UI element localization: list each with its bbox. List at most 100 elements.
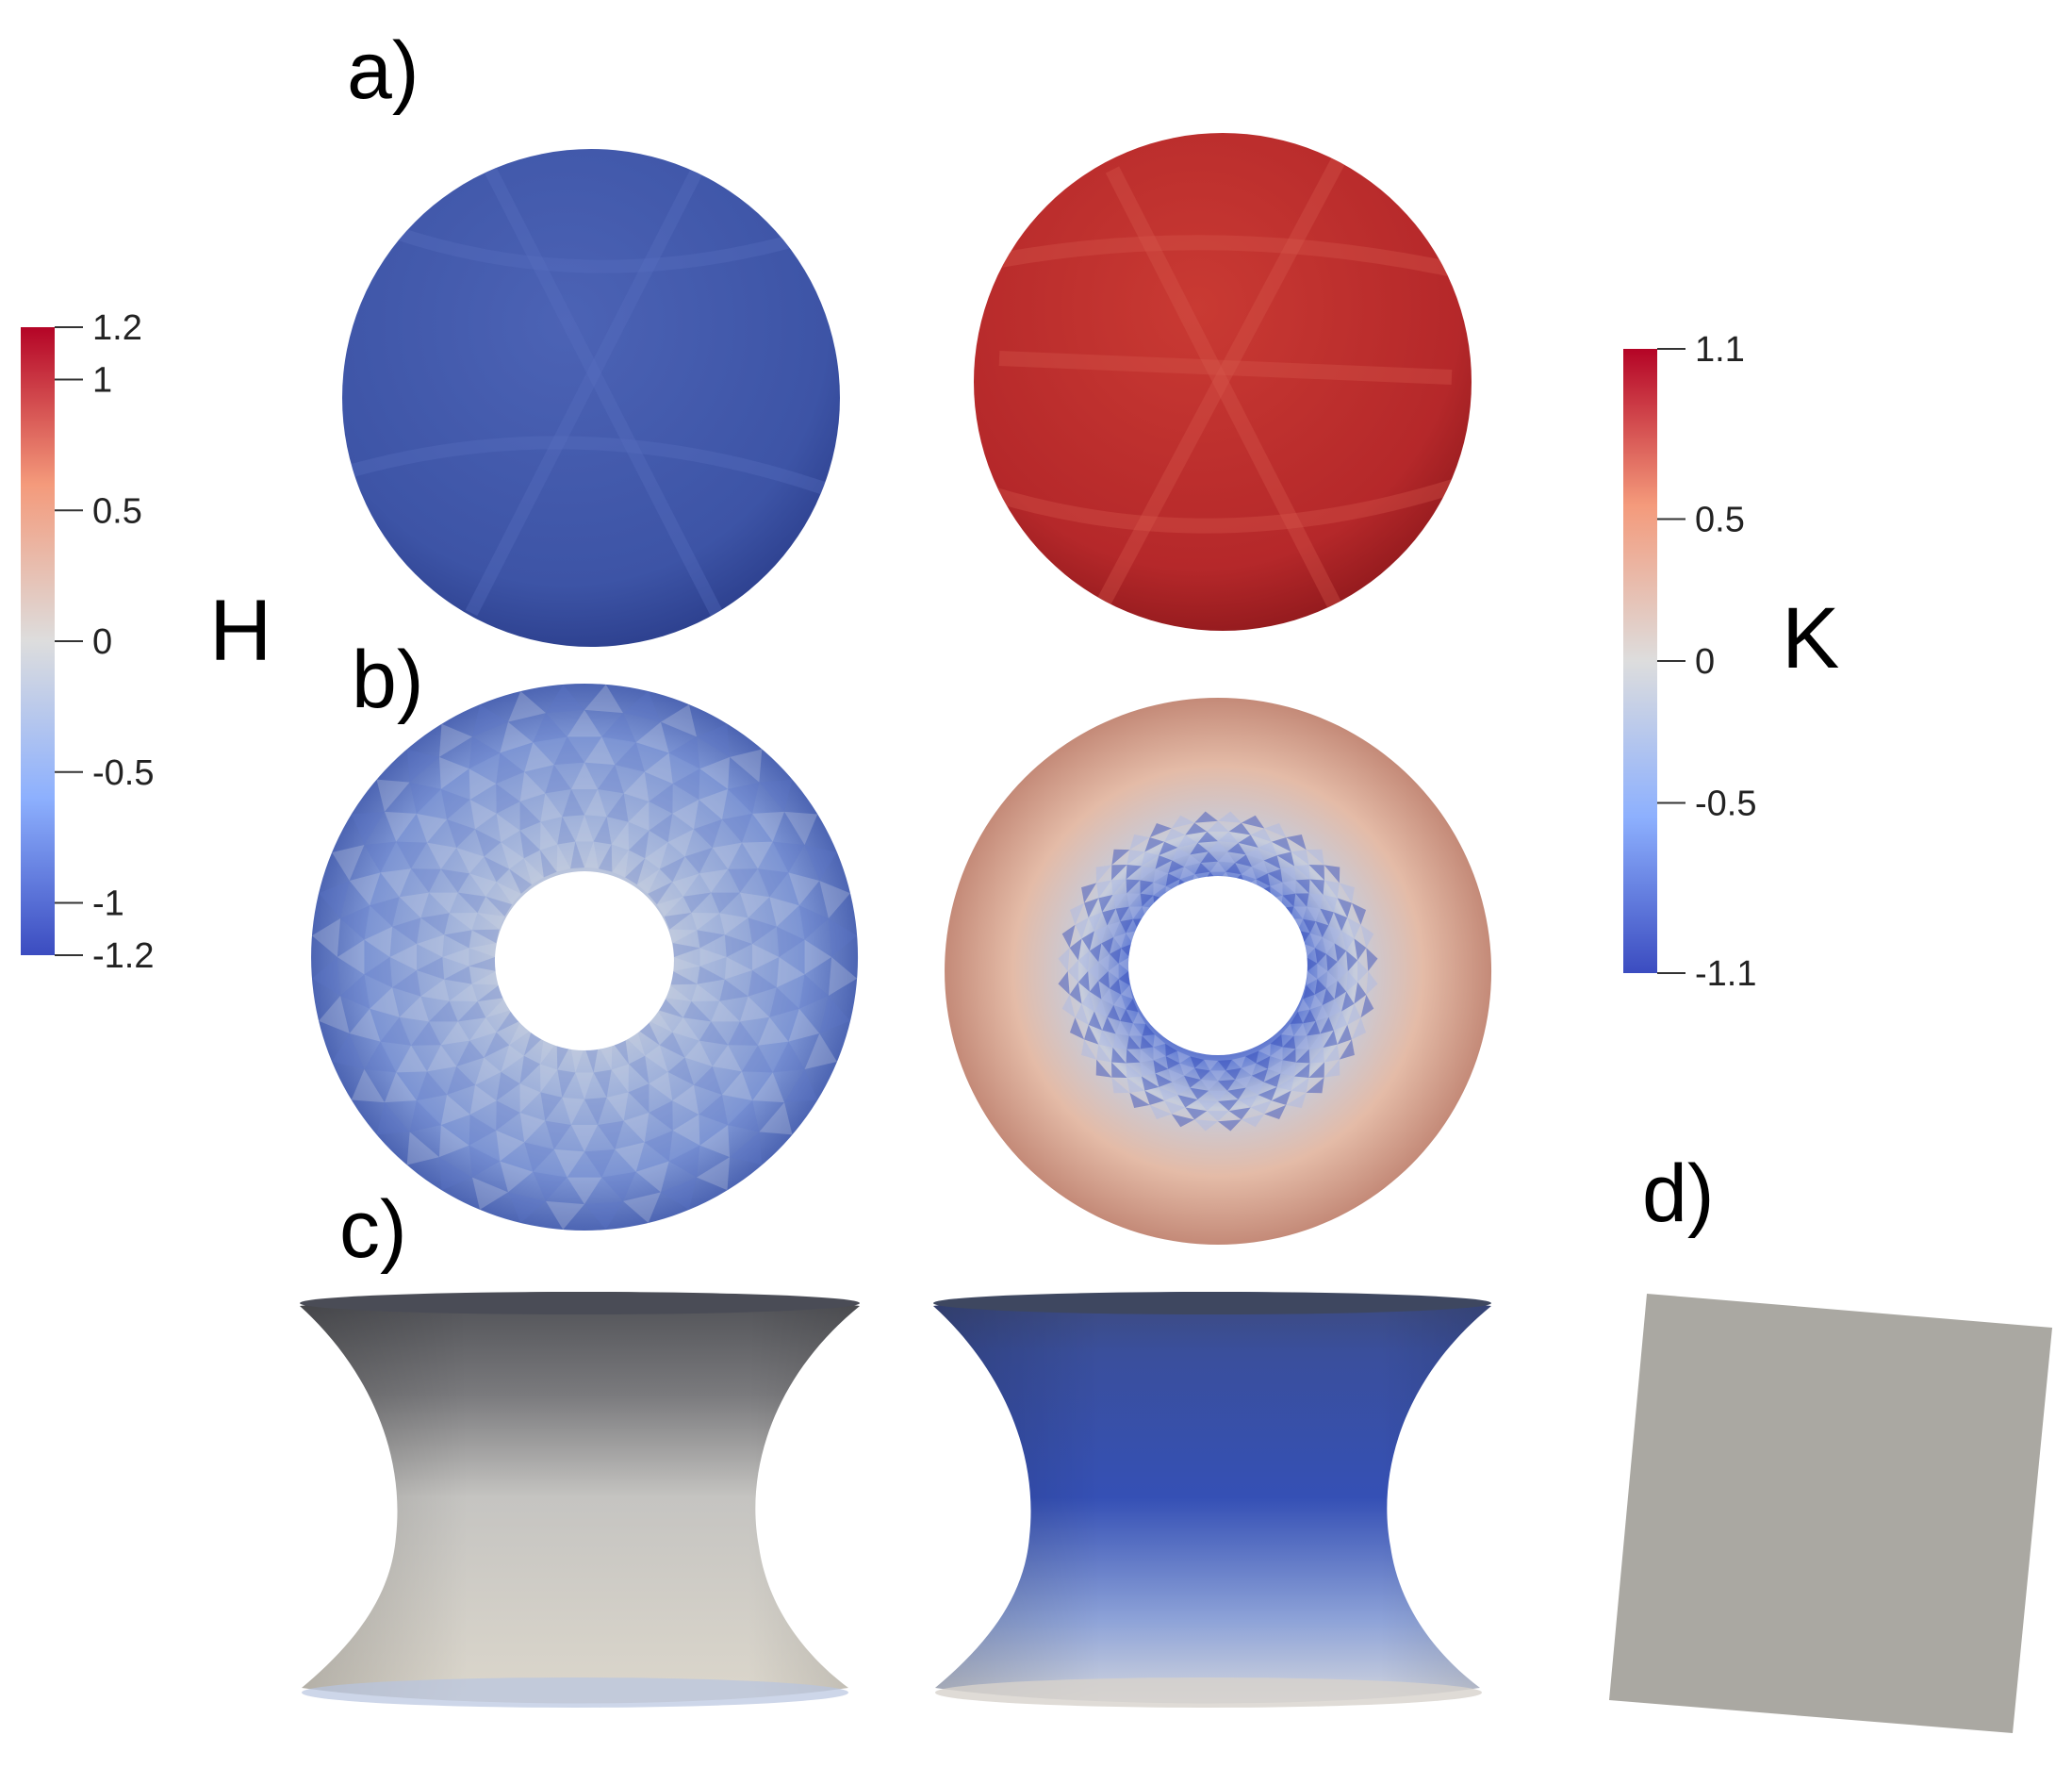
torus-facet (553, 736, 584, 766)
torus-facet (1058, 948, 1070, 971)
torus-facet (748, 917, 777, 944)
torus-facet (628, 801, 650, 831)
torus-facet (1140, 866, 1156, 881)
torus-facet (1101, 937, 1114, 954)
torus-facet (1164, 1100, 1186, 1115)
torus-facet (1282, 1049, 1296, 1063)
torus-facet (623, 771, 650, 802)
torus-facet (1115, 1020, 1129, 1036)
torus-facet (1140, 1049, 1154, 1063)
torus-facet (1325, 953, 1338, 971)
torus-facet (659, 1032, 685, 1058)
colorbar-h-tick-label: -1 (92, 884, 124, 924)
torus-facet (1308, 1033, 1324, 1049)
torus-facet (769, 987, 799, 1017)
torus-facet (1089, 980, 1102, 1000)
torus-facet (1102, 1016, 1116, 1034)
torus-facet (469, 1115, 497, 1146)
torus-facet (1209, 841, 1227, 852)
torus-facet (429, 892, 458, 914)
torus-facet (593, 817, 612, 845)
torus-facet (759, 1102, 793, 1135)
torus-facet (623, 1112, 650, 1143)
torus-facet (477, 984, 505, 1002)
torus-facet (1322, 937, 1335, 954)
torus-facet (697, 1157, 731, 1191)
torus-facet (728, 1021, 758, 1046)
torus-facet (540, 793, 563, 822)
torus-facet (1282, 880, 1296, 894)
torus-facet (667, 1057, 694, 1085)
torus-facet (409, 782, 441, 814)
torus-facet (1282, 1035, 1296, 1049)
torus-facet (1084, 1024, 1099, 1045)
torus-facet (399, 996, 430, 1022)
torus-facet (1270, 895, 1283, 908)
colorbar-k-tick-label: -0.5 (1695, 784, 1756, 823)
panel-label-b: b) (352, 635, 423, 725)
torus-facet (420, 913, 450, 935)
torus-facet (540, 1092, 563, 1121)
torus-facet (669, 929, 698, 944)
torus-facet (557, 1069, 576, 1098)
torus-facet (1165, 1056, 1180, 1069)
panel-label-c: c) (339, 1184, 407, 1275)
torus-facet (711, 1000, 740, 1022)
torus-facet (1111, 849, 1130, 866)
torus-facet (656, 896, 683, 917)
torus-gaussian-curvature (945, 698, 1492, 1245)
torus-facet (612, 850, 630, 878)
torus-facet (1337, 898, 1352, 918)
torus-facet (1172, 847, 1191, 861)
torus-facet (1308, 865, 1324, 881)
torus-facet (392, 917, 421, 944)
torus-facet (1218, 1119, 1242, 1132)
torus-facet (697, 930, 725, 949)
torus-facet (1323, 894, 1338, 913)
torus-facet (1325, 971, 1338, 989)
torus-facet (456, 1040, 485, 1066)
torus-facet (1307, 906, 1321, 922)
colorbar-h-name: H (209, 583, 271, 679)
torus-facet (456, 848, 485, 874)
torus-facet (772, 1041, 805, 1073)
torus-facet (1303, 1009, 1316, 1024)
torus-facet (438, 756, 469, 789)
torus-facet (615, 742, 645, 772)
torus-facet (1339, 1039, 1355, 1060)
torus-facet (1263, 855, 1281, 869)
torus-facet (396, 1045, 427, 1073)
torus-facet (519, 1083, 541, 1113)
torus-facet (1306, 957, 1318, 971)
torus-facet (724, 934, 753, 957)
torus-facet (1142, 1023, 1155, 1036)
torus-facet (748, 970, 777, 997)
torus-facet (1190, 842, 1209, 855)
torus-facet (769, 897, 799, 927)
torus-facet (1347, 1003, 1361, 1025)
torus-facet (429, 1000, 458, 1022)
sphere-mean-curvature (342, 149, 840, 647)
torus-facet (575, 1072, 594, 1099)
torus-facet (1308, 1062, 1324, 1078)
torus-facet (507, 1192, 546, 1223)
torus-facet (804, 844, 837, 881)
colorbar-k-tick-label: -1.1 (1695, 954, 1756, 994)
torus-facet (1120, 1009, 1133, 1024)
torus-facet (1295, 1049, 1310, 1064)
torus-facet (1172, 1082, 1191, 1096)
torus-facet (1360, 994, 1374, 1018)
torus-facet (406, 1132, 439, 1165)
torus-facet (337, 939, 365, 975)
torus-facet (1235, 1075, 1252, 1088)
torus-facet (693, 1066, 722, 1095)
torus-facet (409, 1100, 441, 1132)
torus-facet (507, 691, 546, 722)
torus-facet (1098, 1030, 1113, 1049)
torus-facet (1061, 994, 1076, 1018)
torus-facet (1155, 1073, 1173, 1087)
torus-facet (1194, 1119, 1218, 1132)
torus-facet (392, 970, 421, 997)
torus-facet (1088, 912, 1103, 932)
torus-facet (1098, 971, 1110, 989)
